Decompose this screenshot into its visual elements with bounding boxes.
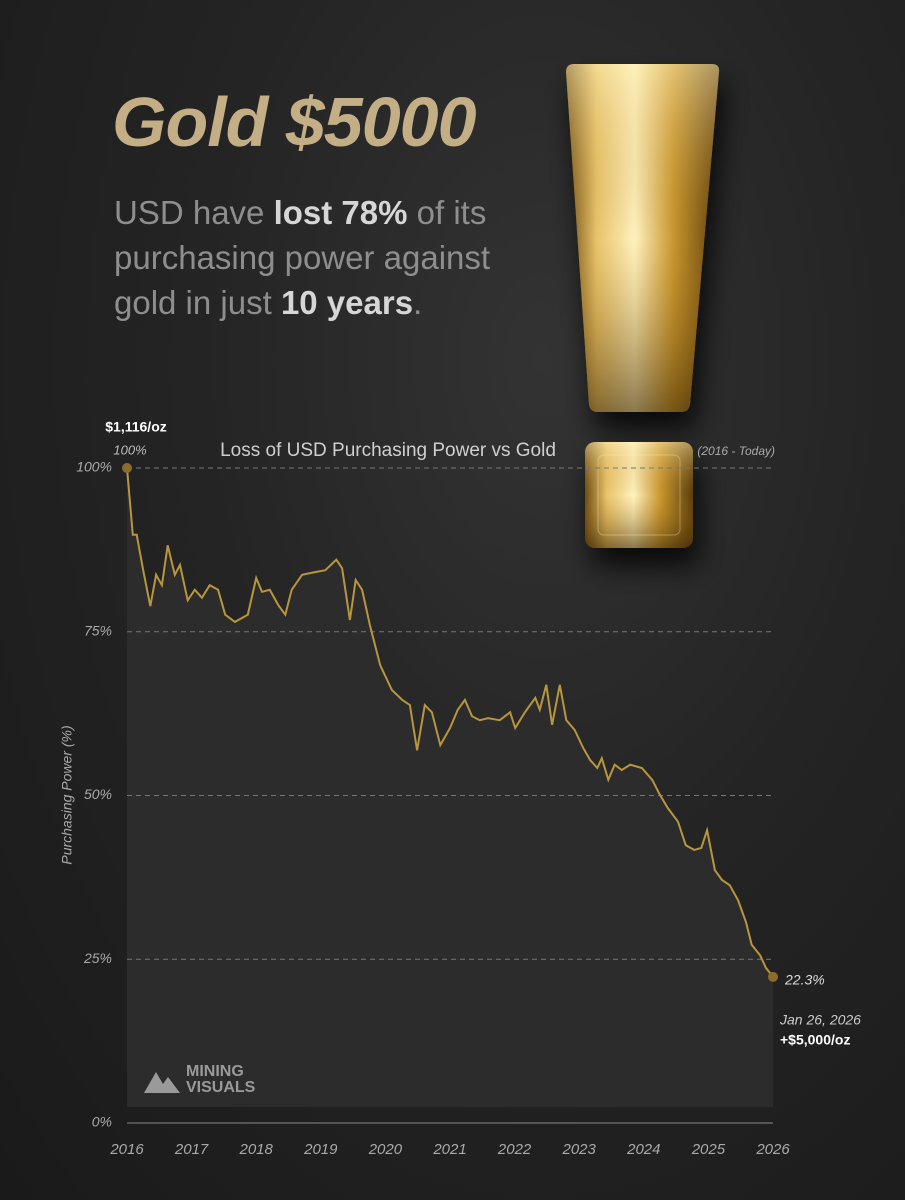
x-tick-label: 2017 xyxy=(174,1141,209,1158)
y-tick-label: 50% xyxy=(84,786,112,802)
end-point xyxy=(768,971,778,982)
x-tick-label: 2023 xyxy=(562,1141,597,1158)
area xyxy=(127,468,773,1107)
logo: MINING VISUALS xyxy=(144,1063,256,1096)
y-tick-label: 25% xyxy=(83,950,112,966)
x-tick-label: 2026 xyxy=(755,1141,790,1158)
subheadline-text: . xyxy=(413,284,423,321)
x-tick-label: 2021 xyxy=(432,1141,466,1158)
y-tick-label: 75% xyxy=(84,622,112,638)
logo-text: VISUALS xyxy=(186,1079,256,1096)
subheadline-text: of its purchasing power against gold in … xyxy=(114,194,491,321)
subheadline-text: 10 years xyxy=(280,284,414,321)
end-price: +$5,000/oz xyxy=(780,1032,850,1048)
chart-title: Loss of USD Purchasing Power vs Gold xyxy=(220,440,556,461)
x-tick-label: 2016 xyxy=(109,1141,144,1158)
end-value-label: 22.3% xyxy=(784,972,825,988)
end-point xyxy=(122,463,132,473)
x-tick-label: 2024 xyxy=(626,1141,660,1158)
subheadline-text: USD have xyxy=(114,194,274,231)
start-value-label: 100% xyxy=(113,442,146,457)
y-tick-label: 100% xyxy=(76,459,112,475)
exclamation-icon xyxy=(566,64,720,548)
x-tick-label: 2020 xyxy=(368,1141,403,1158)
x-tick-label: 2025 xyxy=(691,1141,726,1158)
start-price: $1,116/oz xyxy=(105,419,167,435)
y-tick-label: 0% xyxy=(92,1114,112,1130)
logo-icon xyxy=(144,1072,180,1093)
subheadline: USD have lost 78% of its purchasing powe… xyxy=(114,190,534,325)
headline: Gold $5000 xyxy=(112,83,477,161)
end-date: Jan 26, 2026 xyxy=(779,1012,861,1028)
subheadline-text: lost 78% xyxy=(273,194,408,231)
x-tick-label: 2018 xyxy=(239,1141,274,1158)
x-tick-label: 2022 xyxy=(497,1141,532,1158)
line xyxy=(126,467,774,978)
chart-subtitle: (2016 - Today) xyxy=(697,444,775,458)
logo-text: MINING xyxy=(186,1063,244,1080)
y-axis-label: Purchasing Power (%) xyxy=(59,725,75,864)
x-tick-label: 2019 xyxy=(303,1141,338,1158)
